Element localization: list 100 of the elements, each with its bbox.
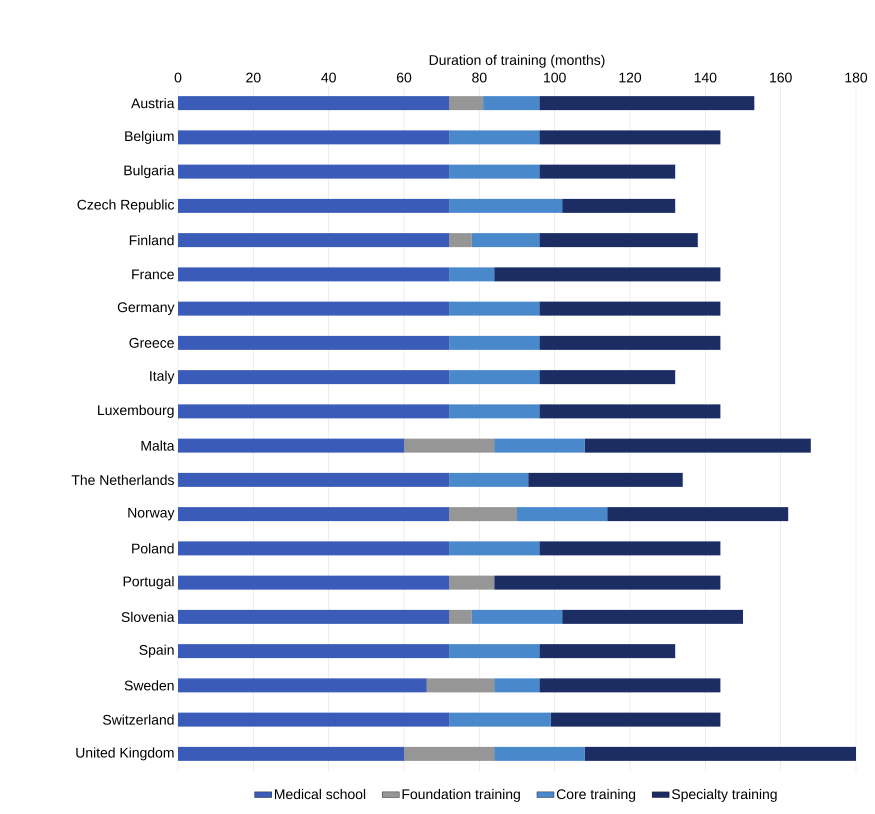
bar [540, 644, 676, 658]
bar [178, 541, 450, 556]
bar [494, 438, 585, 453]
bar [178, 130, 450, 144]
bar [550, 712, 720, 727]
y-tick-label: Bulgaria [124, 165, 174, 178]
bar [449, 130, 540, 144]
bar [178, 678, 427, 692]
bar [449, 472, 528, 487]
bar [540, 336, 720, 350]
bar [449, 164, 540, 179]
bar [449, 507, 518, 522]
bar [540, 302, 720, 316]
bar [528, 472, 683, 487]
bar [494, 678, 540, 692]
y-tick-label: The Netherlands [72, 474, 174, 486]
y-tick-label: Slovenia [122, 612, 174, 622]
x-tick-label: 180 [845, 72, 868, 82]
bar [562, 198, 676, 213]
x-tick-label: 140 [694, 72, 716, 82]
bar [178, 610, 450, 624]
bar [178, 404, 450, 418]
bar [178, 198, 450, 213]
bar [540, 541, 720, 556]
bar [540, 130, 720, 144]
bar [494, 576, 720, 590]
y-tick-label: Poland [132, 543, 174, 554]
bar [540, 164, 676, 179]
bar [449, 336, 540, 350]
legend-label: Core training [556, 788, 636, 802]
bar [517, 507, 608, 522]
bar [178, 644, 450, 658]
bar [178, 370, 450, 384]
y-tick-label: Czech Republic [78, 199, 174, 212]
y-tick-label: Finland [130, 235, 174, 246]
bar [404, 438, 494, 453]
y-tick-label: Norway [128, 508, 174, 520]
x-tick-label: 40 [321, 72, 336, 82]
bar [449, 576, 494, 590]
bar [540, 404, 720, 418]
bar [178, 576, 450, 590]
y-tick-label: Greece [129, 338, 174, 348]
bar [607, 507, 788, 522]
bar [449, 610, 472, 624]
y-tick-label: Sweden [124, 680, 174, 691]
bar [449, 233, 472, 248]
bar [540, 678, 720, 692]
legend-label: Medical school [274, 788, 366, 800]
bar [584, 438, 811, 453]
bar [483, 96, 540, 110]
bar [449, 267, 494, 282]
bar [472, 610, 562, 624]
bar [449, 712, 551, 727]
bar [449, 198, 562, 213]
bar [494, 267, 720, 282]
legend-label: Foundation training [402, 788, 520, 802]
y-tick-label: Italy [150, 370, 174, 384]
bar [404, 746, 494, 761]
bar [178, 438, 404, 453]
bar [178, 233, 450, 248]
y-tick-label: Malta [142, 440, 174, 451]
bar [178, 712, 450, 727]
bar [449, 404, 540, 418]
x-tick-label: 0 [174, 72, 182, 82]
bar [178, 164, 450, 179]
bar [449, 644, 540, 658]
bar [178, 96, 450, 110]
bar [584, 746, 856, 761]
bar [426, 678, 494, 692]
bar [540, 96, 754, 110]
y-tick-label: Switzerland [103, 714, 174, 725]
bar [178, 746, 404, 761]
y-tick-label: Spain [139, 644, 174, 658]
bar [449, 302, 540, 316]
x-tick-label: 80 [472, 72, 487, 82]
y-tick-label: Belgium [125, 130, 174, 144]
x-axis-title: Duration of training (months) [430, 54, 604, 68]
bar [178, 472, 450, 487]
bar [472, 233, 540, 248]
x-tick-label: 120 [619, 72, 642, 82]
y-tick-label: Germany [118, 302, 174, 315]
bar [562, 610, 744, 624]
legend-label: Specialty training [672, 788, 777, 802]
x-tick-label: 60 [396, 72, 412, 82]
y-tick-label: Portugal [124, 576, 174, 590]
x-tick-label: 160 [770, 72, 792, 82]
bar [449, 370, 540, 384]
bar [178, 302, 450, 316]
x-tick-label: 20 [246, 72, 261, 82]
y-tick-label: United Kingdom [76, 747, 174, 760]
bar [540, 233, 698, 248]
y-tick-label: France [132, 270, 174, 280]
y-tick-label: Luxembourg [98, 404, 174, 418]
bar [178, 507, 450, 522]
bar [178, 267, 450, 282]
bar [449, 541, 540, 556]
bar [178, 336, 450, 350]
bar [494, 746, 585, 761]
bar [540, 370, 676, 384]
x-tick-label: 100 [544, 72, 566, 82]
